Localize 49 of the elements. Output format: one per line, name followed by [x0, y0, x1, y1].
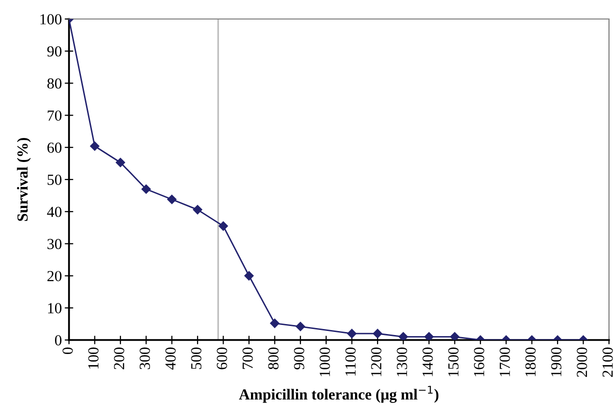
x-tick-label: 600 — [216, 348, 228, 370]
x-tick-label: 2000 — [576, 348, 588, 377]
x-tick-label: 1100 — [345, 348, 356, 376]
y-tick-label: 70 — [48, 110, 62, 121]
x-tick-label: 1600 — [474, 348, 484, 376]
x-tick-label: 900 — [294, 348, 304, 370]
x-tick-label: 300 — [140, 348, 150, 370]
x-tick-label: 1000 — [320, 348, 330, 376]
x-tick-label: 1400 — [422, 348, 433, 376]
point — [142, 184, 151, 194]
x-tick-label: 500 — [191, 348, 202, 369]
point — [372, 328, 382, 338]
y-axis-title: Survival (%) — [16, 138, 31, 221]
y-tick-label: 100 — [40, 14, 62, 24]
x-tick-label: 1300 — [396, 348, 408, 376]
y-tick-label: 50 — [48, 174, 62, 185]
point — [192, 205, 202, 214]
point — [244, 271, 254, 280]
point — [90, 141, 100, 151]
x-tick-label: 1800 — [525, 348, 536, 376]
y-tick-label: 60 — [47, 142, 62, 153]
x-axis-title: Ampicillin tolerance (μg ml$^{−1}$) — [239, 386, 438, 403]
point — [270, 318, 280, 328]
x-tick-label: 700 — [242, 348, 253, 369]
x-tick-label: 200 — [114, 348, 124, 370]
point — [116, 158, 126, 168]
point — [450, 332, 460, 340]
point — [296, 322, 306, 332]
y-tick-label: 0 — [55, 335, 62, 346]
x-tick-label: 1500 — [448, 348, 459, 376]
x-tick-label: 1900 — [551, 348, 562, 376]
y-tick-label: 90 — [47, 46, 62, 57]
point — [398, 332, 408, 340]
x-tick-label: 100 — [88, 348, 99, 369]
point — [218, 221, 228, 231]
x-tick-label: 800 — [268, 348, 279, 370]
y-tick-label: 30 — [48, 238, 62, 250]
point — [424, 332, 434, 340]
point — [167, 194, 176, 204]
x-tick-label: 400 — [165, 348, 176, 370]
point — [347, 328, 356, 338]
y-tick-label: 10 — [48, 303, 62, 314]
y-tick-label: 20 — [47, 270, 62, 282]
y-tick-label: 40 — [47, 206, 62, 218]
x-tick-label: 0 — [62, 348, 73, 354]
x-tick-label: 1700 — [500, 348, 510, 376]
y-tick-label: 80 — [47, 78, 62, 89]
x-tick-label: 1200 — [371, 348, 382, 376]
x-tick-label: 2100 — [602, 348, 613, 377]
